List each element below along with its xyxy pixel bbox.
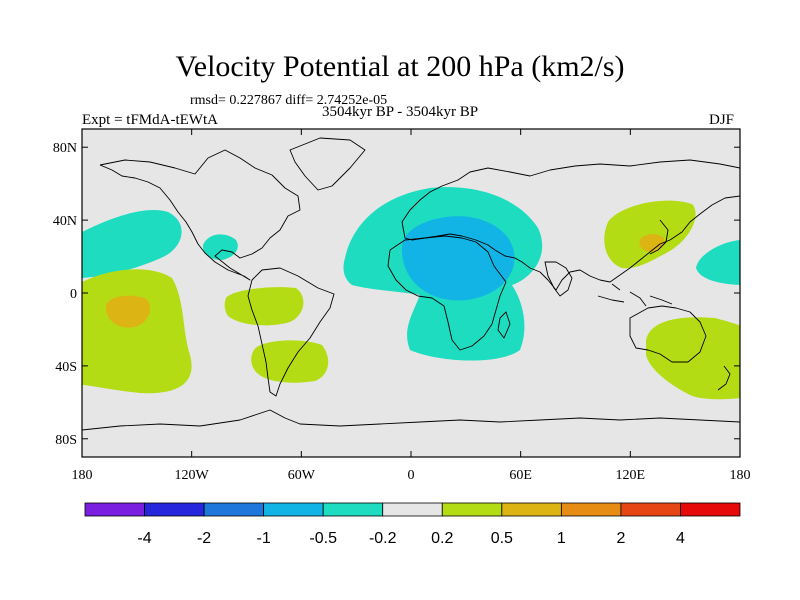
lat-tick-label: 80N <box>53 141 77 156</box>
colorbar-label: 1 <box>557 530 566 547</box>
colorbar-swatch <box>144 502 205 517</box>
coast-australia <box>629 305 707 363</box>
stats-text: rmsd= 0.227867 diff= 2.74252e-05 <box>190 93 388 108</box>
contour-west-pacific-negative <box>696 240 740 285</box>
coast-new-zealand <box>717 365 731 391</box>
lon-tick-label: 180 <box>72 468 93 483</box>
colorbar: -4 -2 -1 -0.5 -0.2 0.2 0.5 1 2 4 <box>84 502 741 547</box>
colorbar-swatch <box>560 502 622 517</box>
coast-antarctica <box>82 409 740 431</box>
colorbar-label: 4 <box>676 530 685 547</box>
coast-greenland <box>289 137 366 191</box>
lon-tick-label: 180 <box>730 468 751 483</box>
colorbar-label: 0.2 <box>431 530 453 547</box>
contour-central-pacific-core <box>105 295 151 328</box>
experiment-text: Expt = tFMdA-tEWtA <box>82 112 218 128</box>
coast-india <box>544 261 573 297</box>
colorbar-swatch <box>441 502 503 517</box>
latitude-axis: 80N 40N 0 40S 80S <box>53 141 740 448</box>
contour-fill-layer <box>82 187 740 400</box>
contour-south-america-positive-north <box>224 287 304 326</box>
colorbar-swatch <box>620 502 681 517</box>
contour-central-pacific-positive <box>82 269 192 394</box>
period-text: 3504kyr BP - 3504kyr BP <box>322 104 479 120</box>
contour-south-america-positive-south <box>251 340 329 383</box>
map-title: Velocity Potential at 200 hPa (km2/s) <box>175 50 625 83</box>
lon-tick-label: 60E <box>509 468 532 483</box>
colorbar-swatch <box>263 502 324 517</box>
coast-south-america <box>247 267 335 397</box>
colorbar-label: -0.2 <box>369 530 397 547</box>
season-text: DJF <box>709 112 735 128</box>
longitude-axis: 180 120W 60W 0 60E 120E 180 <box>72 129 751 483</box>
lat-tick-label: 40S <box>55 360 77 375</box>
coast-madagascar <box>497 311 511 339</box>
colorbar-swatch <box>382 502 443 517</box>
contour-gulf-negative <box>202 234 238 260</box>
coastline-layer <box>82 137 740 431</box>
lat-tick-label: 0 <box>70 287 77 302</box>
lon-tick-label: 0 <box>408 468 415 483</box>
coast-eurasia <box>401 159 740 291</box>
coast-japan <box>649 219 669 255</box>
contour-north-pacific-negative <box>82 210 182 278</box>
colorbar-label: 2 <box>616 530 625 547</box>
colorbar-label: -2 <box>197 530 211 547</box>
coast-indonesia <box>597 283 673 307</box>
colorbar-swatch <box>501 502 562 517</box>
colorbar-swatch <box>84 502 145 517</box>
colorbar-label: -0.5 <box>309 530 337 547</box>
colorbar-swatch <box>680 502 741 517</box>
colorbar-swatch <box>322 502 384 517</box>
coast-north-america <box>99 149 301 281</box>
contour-east-asia-core <box>639 234 665 252</box>
lon-tick-label: 120W <box>175 468 210 483</box>
colorbar-swatch <box>203 502 265 517</box>
colorbar-label: 0.5 <box>491 530 513 547</box>
lon-tick-label: 60W <box>288 468 316 483</box>
lon-tick-label: 120E <box>616 468 646 483</box>
lat-tick-label: 40N <box>53 214 77 229</box>
coast-africa <box>387 235 507 351</box>
lat-tick-label: 80S <box>55 433 77 448</box>
colorbar-label: -4 <box>137 530 151 547</box>
colorbar-label: -1 <box>257 530 271 547</box>
